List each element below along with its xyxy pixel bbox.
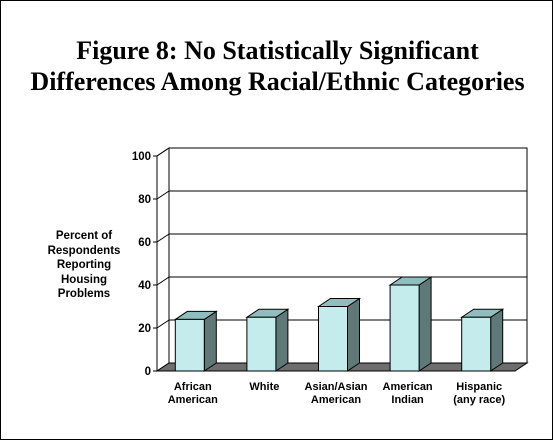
chart-title-line-2: Differences Among Racial/Ethnic Categori… bbox=[30, 67, 525, 96]
y-axis-label-line-1: Percent of bbox=[55, 230, 113, 242]
x-tick-label-4-line-2: (any race) bbox=[453, 394, 505, 406]
chart-title-line-1: Figure 8: No Statistically Significant bbox=[76, 36, 479, 65]
gridline-side-80 bbox=[156, 190, 170, 200]
x-tick-label-4-line-1: Hispanic bbox=[456, 381, 502, 393]
y-axis-label-line-3: Reporting bbox=[56, 259, 112, 271]
x-tick-label-2: Asian/Asian American bbox=[305, 381, 368, 406]
x-tick-label-0-line-1: African bbox=[174, 381, 212, 393]
bar-2 bbox=[318, 306, 348, 372]
x-tick-label-0: African American bbox=[168, 381, 218, 406]
gridline-side-60 bbox=[156, 233, 170, 243]
y-tick-label-100: 100 bbox=[132, 151, 151, 163]
y-axis-label-line-5: Problems bbox=[57, 288, 111, 300]
gridline-side-40 bbox=[156, 276, 170, 286]
x-tick-label-2-line-1: Asian/Asian bbox=[305, 381, 368, 393]
gridline-side-100 bbox=[156, 147, 170, 157]
y-tick-label-80: 80 bbox=[138, 194, 151, 206]
y-tick-label-60: 60 bbox=[138, 237, 151, 249]
y-axis-label-line-4: Housing bbox=[61, 273, 107, 286]
bar-side-3 bbox=[418, 276, 432, 372]
y-axis-label-line-2: Respondents bbox=[47, 244, 121, 257]
y-tick-label-0: 0 bbox=[145, 366, 151, 378]
bar-4 bbox=[461, 316, 492, 372]
x-tick-label-2-line-2: American bbox=[311, 394, 361, 406]
bar-0 bbox=[174, 318, 205, 372]
x-tick-label-3-line-2: Indian bbox=[391, 394, 424, 406]
bar-side-0 bbox=[203, 310, 217, 372]
bar-side-4 bbox=[490, 308, 504, 372]
x-tick-label-1-line-1: White bbox=[249, 381, 279, 393]
x-tick-label-3-line-1: American bbox=[383, 381, 433, 393]
chart-title: Figure 8: No Statistically Significant D… bbox=[1, 35, 554, 97]
bar-side-2 bbox=[347, 297, 360, 372]
x-tick-label-3: American Indian bbox=[383, 381, 433, 406]
bar-1 bbox=[246, 316, 277, 372]
y-tick-label-20: 20 bbox=[138, 323, 151, 335]
bar-side-1 bbox=[275, 308, 289, 372]
gridline-side-20 bbox=[156, 319, 170, 329]
y-tick-label-40: 40 bbox=[138, 280, 151, 292]
plot-side-wall bbox=[156, 147, 170, 372]
x-tick-label-4: Hispanic (any race) bbox=[453, 381, 505, 406]
y-axis-label: Percent of Respondents Reporting Housing… bbox=[39, 229, 129, 302]
bar-3 bbox=[389, 284, 420, 372]
x-tick-label-0-line-2: American bbox=[168, 394, 218, 406]
x-tick-label-1: White bbox=[249, 381, 279, 393]
